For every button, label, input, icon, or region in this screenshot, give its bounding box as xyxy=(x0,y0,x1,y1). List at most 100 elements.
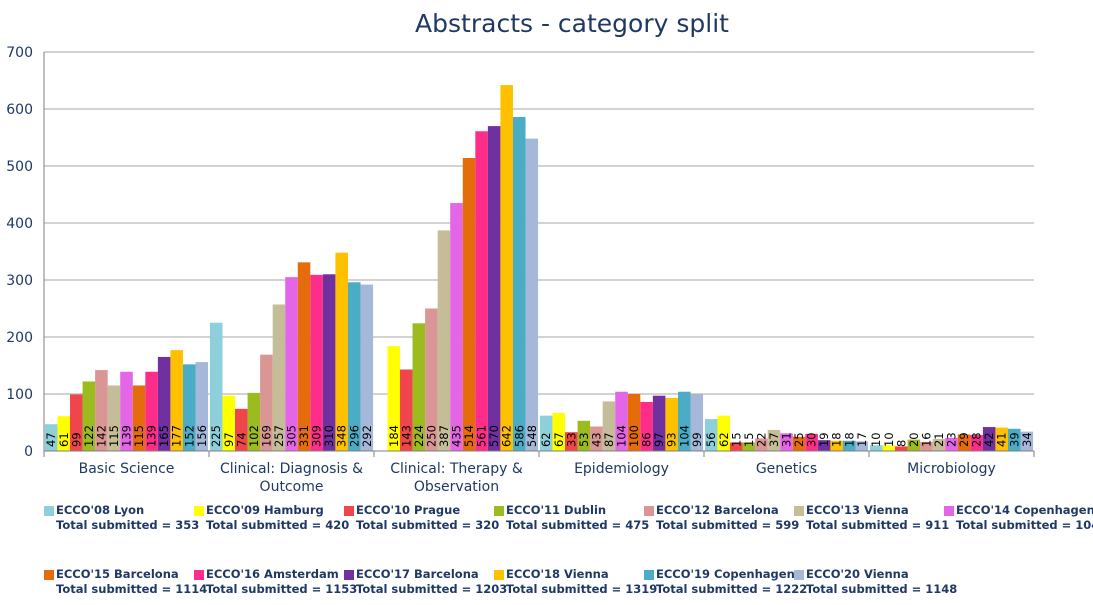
bar xyxy=(310,274,323,451)
legend-item: ECCO'09 Hamburg Total submitted = 420 xyxy=(194,503,349,537)
data-label: 642 xyxy=(500,425,514,447)
data-label: 225 xyxy=(209,425,223,447)
data-label: 142 xyxy=(94,425,108,447)
data-label: 67 xyxy=(552,432,566,447)
data-label: 19 xyxy=(817,432,831,447)
legend-item: ECCO'20 Vienna Total submitted = 1148 xyxy=(794,567,957,601)
legend-total: Total submitted = 320 xyxy=(356,518,500,532)
bar xyxy=(945,437,958,451)
data-label: 139 xyxy=(145,425,159,447)
legend-series-name: ECCO'15 Barcelona xyxy=(56,567,179,581)
bar xyxy=(1007,428,1021,451)
legend-swatch xyxy=(494,506,504,516)
legend-swatch xyxy=(344,570,354,580)
legend-swatch xyxy=(644,506,654,516)
data-label: 115 xyxy=(107,425,121,447)
data-label: 74 xyxy=(234,432,248,447)
legend-item: ECCO'19 Copenhagen Total submitted = 1222 xyxy=(644,567,807,601)
data-label: 15 xyxy=(742,432,756,447)
data-label: 53 xyxy=(577,432,591,447)
data-label: 28 xyxy=(970,432,984,447)
legend-series-name: ECCO'11 Dublin xyxy=(506,503,607,517)
bar xyxy=(170,350,183,451)
gridlines xyxy=(44,51,1034,452)
legend-series-name: ECCO'12 Barcelona xyxy=(656,503,779,517)
data-label: 156 xyxy=(195,425,209,447)
legend-total: Total submitted = 1148 xyxy=(806,582,958,596)
data-label: 87 xyxy=(602,432,616,447)
data-label: 184 xyxy=(387,425,401,447)
legend-swatch xyxy=(194,570,204,580)
bar xyxy=(235,408,248,451)
bar xyxy=(360,284,374,451)
legend-swatch xyxy=(794,506,804,516)
bar xyxy=(602,401,616,451)
bar xyxy=(882,445,896,451)
data-label: 586 xyxy=(512,425,526,447)
bar xyxy=(387,346,401,451)
data-label: 309 xyxy=(310,425,324,447)
legend-item: ECCO'17 Barcelona Total submitted = 1203 xyxy=(344,567,507,601)
bar xyxy=(970,435,983,451)
data-label: 152 xyxy=(182,425,196,447)
bar xyxy=(512,116,526,451)
data-label: 348 xyxy=(335,425,349,447)
bar xyxy=(677,391,691,451)
data-label: 169 xyxy=(259,425,273,447)
bar xyxy=(792,436,806,451)
data-label: 56 xyxy=(704,432,718,447)
bar xyxy=(869,445,883,451)
data-label: 250 xyxy=(424,425,438,447)
data-label: 514 xyxy=(462,425,476,447)
bar xyxy=(247,392,261,451)
data-label: 20 xyxy=(907,432,921,447)
y-tick-label: 700 xyxy=(6,45,33,61)
y-tick-label: 100 xyxy=(6,387,33,403)
legend-series-name: ECCO'20 Vienna xyxy=(806,567,909,581)
bar xyxy=(830,440,843,451)
bar xyxy=(44,424,58,451)
data-label: 43 xyxy=(589,432,603,447)
legend-swatch xyxy=(44,506,54,516)
bar xyxy=(297,262,311,451)
data-label: 8 xyxy=(894,440,908,447)
data-label: 435 xyxy=(450,425,464,447)
data-label: 33 xyxy=(564,432,578,447)
legend-series-name: ECCO'19 Copenhagen xyxy=(656,567,795,581)
data-label: 15 xyxy=(729,432,743,447)
legend-total: Total submitted = 420 xyxy=(206,518,350,532)
bar xyxy=(272,304,286,451)
bar xyxy=(755,438,768,451)
legend-item: ECCO'11 Dublin Total submitted = 475 xyxy=(494,503,649,537)
bar xyxy=(552,412,566,451)
legend-total: Total submitted = 475 xyxy=(506,518,650,532)
bar xyxy=(590,426,603,451)
y-tick-label: 500 xyxy=(6,159,33,175)
bar xyxy=(500,85,513,451)
legend-swatch xyxy=(494,570,504,580)
bar xyxy=(615,391,628,451)
data-label: 561 xyxy=(475,425,489,447)
bar xyxy=(322,274,336,451)
data-label: 296 xyxy=(347,425,361,447)
legend-item: ECCO'15 Barcelona Total submitted = 1114 xyxy=(44,567,207,601)
bar xyxy=(57,416,71,451)
data-label: 104 xyxy=(677,425,691,447)
data-label: 10 xyxy=(869,432,883,447)
bar xyxy=(1020,431,1034,451)
data-label: 102 xyxy=(247,425,261,447)
data-label: 39 xyxy=(1007,432,1021,447)
bar xyxy=(730,442,743,451)
y-axis: 0 100 200 300 400 500 600 700 xyxy=(6,45,45,460)
bar xyxy=(907,439,921,451)
bar xyxy=(475,131,488,452)
bar xyxy=(817,440,831,451)
data-label: 16 xyxy=(919,432,933,447)
bar xyxy=(539,415,553,451)
data-label: 143 xyxy=(399,425,413,447)
chart-title: Abstracts - category split xyxy=(415,9,729,38)
data-label: 18 xyxy=(830,432,844,447)
bar xyxy=(920,441,933,451)
bar xyxy=(665,397,678,451)
